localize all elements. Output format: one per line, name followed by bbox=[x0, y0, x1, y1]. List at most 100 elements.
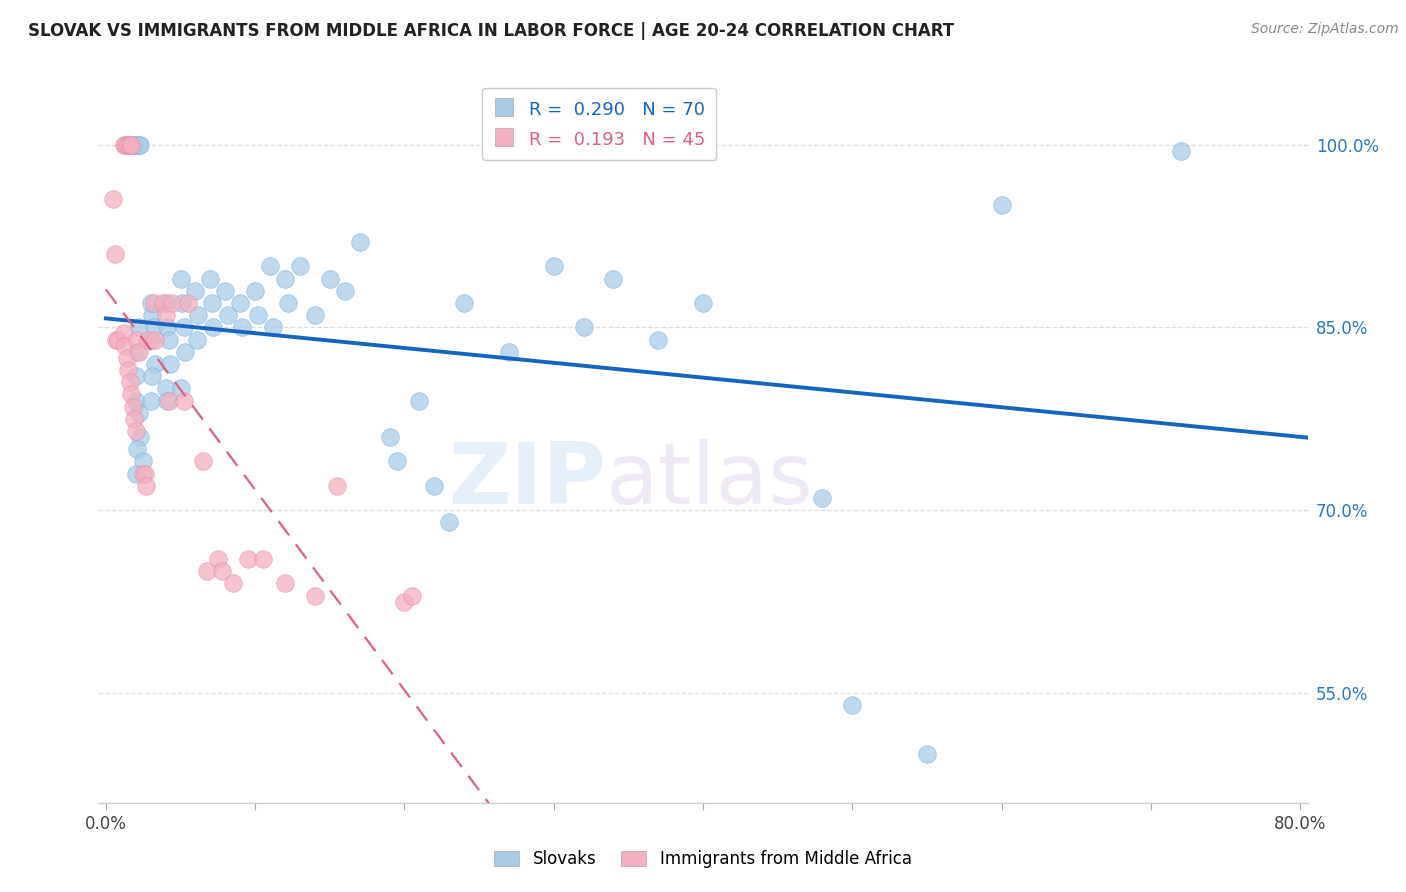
Point bbox=[401, 589, 423, 603]
Point bbox=[692, 296, 714, 310]
Point bbox=[121, 400, 143, 414]
Point bbox=[217, 308, 239, 322]
Point bbox=[326, 479, 349, 493]
Point bbox=[602, 271, 624, 285]
Point bbox=[197, 564, 219, 578]
Point bbox=[157, 333, 180, 347]
Point bbox=[139, 333, 162, 347]
Point bbox=[103, 193, 125, 207]
Point bbox=[142, 296, 165, 310]
Point bbox=[408, 393, 430, 408]
Point bbox=[173, 393, 195, 408]
Point bbox=[129, 430, 152, 444]
Point bbox=[214, 284, 236, 298]
Point bbox=[453, 296, 475, 310]
Point bbox=[121, 137, 143, 152]
Point bbox=[125, 467, 148, 481]
Point bbox=[177, 296, 200, 310]
Point bbox=[288, 260, 311, 274]
Point bbox=[135, 479, 157, 493]
Point bbox=[202, 320, 225, 334]
Point bbox=[236, 552, 259, 566]
Point bbox=[231, 320, 253, 334]
Point bbox=[207, 552, 229, 566]
Point bbox=[274, 271, 297, 285]
Point bbox=[990, 198, 1012, 212]
Point bbox=[841, 698, 863, 713]
Point bbox=[169, 381, 191, 395]
Point bbox=[129, 137, 152, 152]
Point bbox=[243, 284, 266, 298]
Point bbox=[186, 333, 208, 347]
Text: atlas: atlas bbox=[606, 440, 814, 523]
Point bbox=[132, 467, 155, 481]
Point bbox=[141, 369, 163, 384]
Point bbox=[132, 454, 155, 468]
Point bbox=[127, 442, 149, 457]
Point bbox=[125, 393, 148, 408]
Point bbox=[304, 589, 326, 603]
Point bbox=[160, 296, 183, 310]
Point bbox=[191, 454, 214, 468]
Point bbox=[107, 333, 129, 347]
Point bbox=[498, 344, 520, 359]
Point bbox=[174, 344, 197, 359]
Point bbox=[274, 576, 297, 591]
Point bbox=[222, 576, 245, 591]
Text: Source: ZipAtlas.com: Source: ZipAtlas.com bbox=[1251, 22, 1399, 37]
Point bbox=[152, 296, 174, 310]
Point bbox=[378, 430, 401, 444]
Point bbox=[120, 137, 142, 152]
Point bbox=[543, 260, 565, 274]
Point bbox=[229, 296, 252, 310]
Point bbox=[277, 296, 299, 310]
Point bbox=[128, 406, 150, 420]
Point bbox=[127, 344, 149, 359]
Point bbox=[1170, 144, 1192, 158]
Point bbox=[118, 376, 141, 390]
Point bbox=[211, 564, 233, 578]
Point bbox=[156, 320, 179, 334]
Point bbox=[173, 320, 195, 334]
Point bbox=[187, 308, 209, 322]
Point bbox=[136, 333, 159, 347]
Point bbox=[112, 326, 135, 341]
Point bbox=[125, 369, 148, 384]
Point bbox=[127, 137, 149, 152]
Point bbox=[128, 320, 150, 334]
Point bbox=[252, 552, 274, 566]
Point bbox=[117, 137, 139, 152]
Point bbox=[127, 333, 149, 347]
Point bbox=[155, 308, 177, 322]
Point bbox=[155, 296, 177, 310]
Point bbox=[170, 296, 193, 310]
Point bbox=[155, 381, 177, 395]
Point bbox=[156, 393, 179, 408]
Point bbox=[647, 333, 669, 347]
Point bbox=[128, 344, 150, 359]
Point bbox=[141, 308, 163, 322]
Point bbox=[139, 393, 162, 408]
Point bbox=[439, 516, 461, 530]
Point bbox=[143, 333, 166, 347]
Point bbox=[128, 137, 150, 152]
Point bbox=[262, 320, 284, 334]
Legend: Slovaks, Immigrants from Middle Africa: Slovaks, Immigrants from Middle Africa bbox=[488, 844, 918, 875]
Point bbox=[385, 454, 408, 468]
Point bbox=[184, 284, 207, 298]
Point bbox=[169, 271, 191, 285]
Point bbox=[120, 387, 142, 401]
Point bbox=[247, 308, 270, 322]
Point bbox=[259, 260, 281, 274]
Point bbox=[114, 137, 136, 152]
Point bbox=[139, 296, 162, 310]
Point bbox=[572, 320, 595, 334]
Point bbox=[394, 595, 416, 609]
Point bbox=[105, 333, 128, 347]
Text: SLOVAK VS IMMIGRANTS FROM MIDDLE AFRICA IN LABOR FORCE | AGE 20-24 CORRELATION C: SLOVAK VS IMMIGRANTS FROM MIDDLE AFRICA … bbox=[28, 22, 955, 40]
Point bbox=[159, 357, 181, 371]
Point bbox=[811, 491, 834, 505]
Point bbox=[125, 424, 148, 438]
Point bbox=[143, 357, 166, 371]
Point bbox=[157, 393, 180, 408]
